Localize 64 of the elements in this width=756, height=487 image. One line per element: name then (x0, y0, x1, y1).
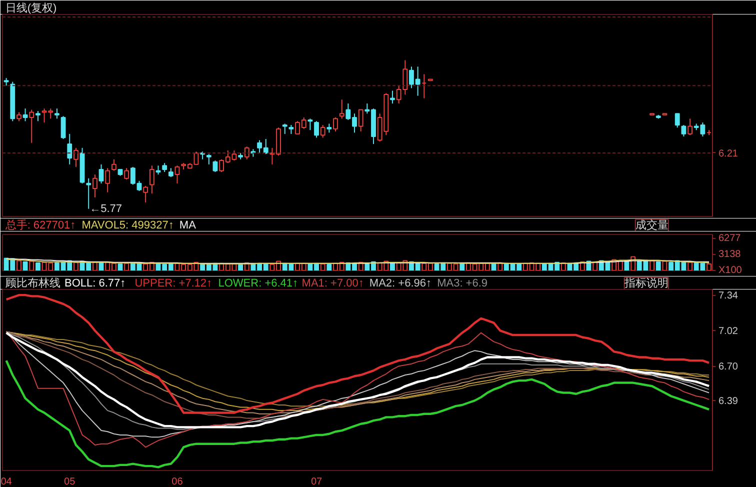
candlestick (314, 120, 319, 138)
candlestick (143, 185, 148, 203)
y-tick-label: 6277 (718, 232, 742, 244)
bar (326, 264, 332, 270)
candlestick (98, 164, 104, 184)
chart-title: 日线(复权) (5, 2, 57, 14)
text: MA3: +6.9 (437, 278, 488, 290)
text: 6.21 (718, 148, 738, 160)
line-series (5, 294, 710, 414)
x-tick-label: 07 (310, 476, 323, 487)
bar (35, 262, 40, 270)
chart-title: 顾比布林线 (5, 276, 60, 290)
text: BOLL: 6.77↑ (64, 278, 126, 290)
x-tick-label: 05 (64, 476, 76, 487)
candlestick (60, 116, 66, 140)
candlestick (212, 160, 218, 172)
candlestick (22, 108, 28, 122)
y-tick-label: 7.34 (718, 290, 738, 302)
candlestick (206, 154, 212, 165)
text: MA2: +6.96↑ (369, 278, 432, 290)
candlestick (105, 168, 110, 193)
text: MA (179, 220, 197, 232)
candlestick (92, 174, 98, 198)
candlestick (688, 118, 692, 136)
candlestick (320, 124, 326, 138)
candlestick (86, 178, 92, 210)
candlestick (358, 109, 364, 132)
candlestick (681, 124, 686, 137)
y-tick-label: 7.02 (718, 326, 738, 338)
candlestick (308, 118, 313, 131)
candlestick (73, 147, 78, 168)
text: MAVOL5: 499327↑ (82, 220, 174, 232)
x-tick-label: 06 (172, 476, 184, 487)
candlestick (174, 165, 180, 184)
y-tick-label: 3138 (718, 248, 742, 260)
y-tick-label: 6.39 (718, 396, 738, 408)
annotation: ←5.77 (90, 202, 122, 215)
candlestick (29, 109, 34, 144)
text: 指标说明 (623, 278, 668, 290)
candlestick (35, 110, 40, 122)
candlestick (149, 165, 154, 194)
text: MA1: +7.00↑ (302, 278, 364, 290)
text: LOWER: +6.41↑ (218, 278, 298, 290)
bar (118, 263, 123, 270)
bar (22, 261, 28, 270)
bar (238, 264, 243, 270)
text: 成交量 (635, 218, 668, 232)
text: UPPER: +7.12↑ (134, 278, 212, 290)
candlestick (111, 158, 116, 172)
candlestick (244, 146, 250, 160)
candlestick (390, 90, 395, 104)
line-series (5, 359, 710, 468)
x-tick-label: 04 (0, 476, 12, 487)
candlestick (124, 168, 130, 180)
candlestick (333, 116, 338, 132)
candlestick (674, 113, 680, 128)
candlestick (67, 133, 72, 165)
bar (460, 262, 465, 270)
bar (656, 261, 661, 270)
candlestick (54, 108, 60, 120)
candlestick (339, 99, 344, 120)
y-tick-label: 6.70 (718, 362, 738, 373)
text: 总手: 627701↑ (4, 218, 76, 232)
candlestick (282, 123, 288, 134)
